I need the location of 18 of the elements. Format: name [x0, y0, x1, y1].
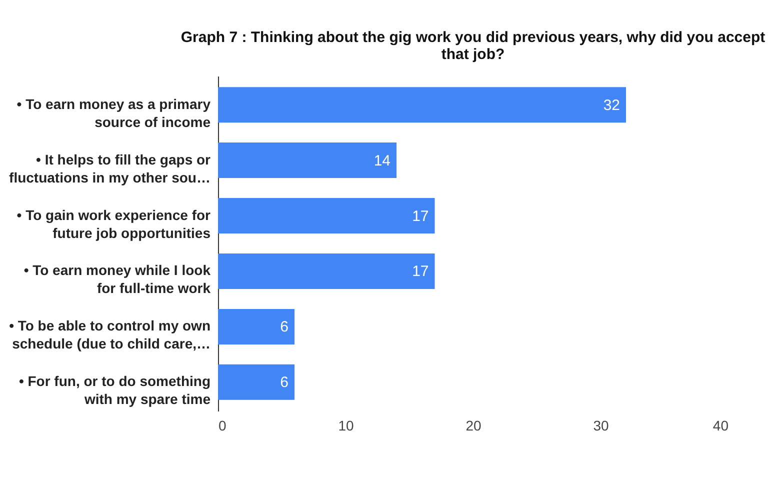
- x-tick-label: 40: [712, 418, 729, 434]
- data-label: 6: [280, 318, 288, 336]
- x-tick-label: 0: [218, 418, 226, 434]
- chart-title: Graph 7 : Thinking about the gig work you did previous years, why did you accept that job?: [180, 29, 766, 63]
- data-label: 17: [412, 208, 429, 225]
- data-label: 17: [412, 263, 429, 280]
- y-tick-label: • To earn money as a primary source of income: [16, 96, 211, 130]
- x-tick-label: 30: [593, 418, 609, 434]
- y-tick-label: • It helps to fill the gaps or fluctuations in my other sou…: [9, 151, 212, 186]
- y-tick-label: • To gain work experience for future job opportunities: [16, 206, 212, 241]
- x-tick-label: 10: [338, 418, 354, 434]
- y-tick-label: • For fun, or to do something with my spare time: [18, 373, 211, 408]
- data-label: 6: [280, 374, 288, 392]
- data-label: 14: [374, 152, 390, 170]
- data-label: 32: [603, 96, 620, 114]
- x-tick-label: 20: [466, 418, 482, 434]
- y-tick-label: • To be able to control my own schedule (due to child care,…: [9, 318, 210, 352]
- y-tick-label: • To earn money while I look for full-time work: [24, 262, 211, 296]
